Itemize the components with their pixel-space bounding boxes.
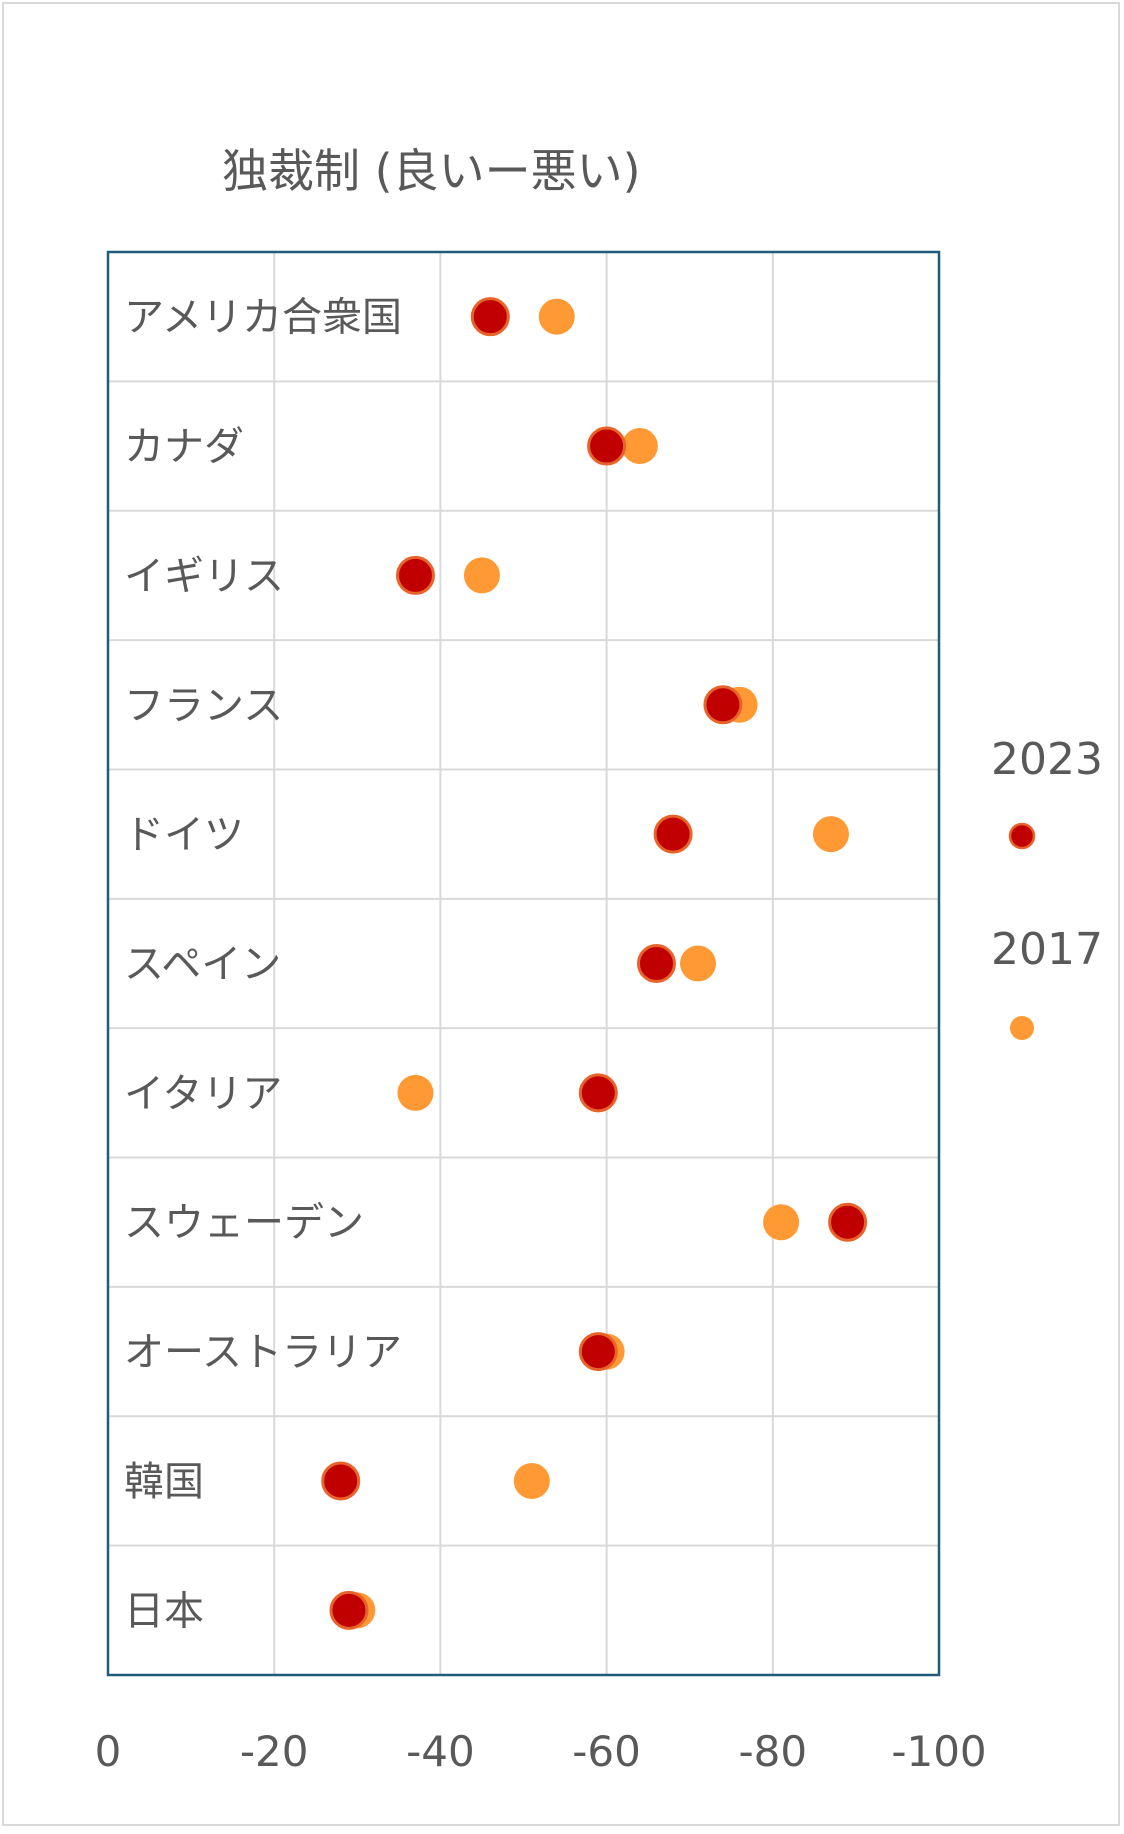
category-label: ドイツ <box>124 812 244 858</box>
marker-2017 <box>763 1204 800 1241</box>
category-label: イギリス <box>124 553 284 599</box>
x-tick-label: -80 <box>738 1727 807 1776</box>
marker-2023 <box>470 297 510 337</box>
marker-2023 <box>703 685 743 725</box>
legend: 2023 2017 <box>991 734 1103 1040</box>
grid-layer <box>106 250 941 1677</box>
marker-2023 <box>653 814 693 854</box>
x-tick-label: -100 <box>891 1727 986 1776</box>
category-label: 日本 <box>124 1588 204 1634</box>
x-tick-label: -60 <box>572 1727 641 1776</box>
marker-2017 <box>621 428 658 465</box>
marker-2017 <box>680 945 717 982</box>
category-label: スウェーデン <box>124 1200 364 1246</box>
marker-2017 <box>812 816 849 853</box>
category-label: イタリア <box>124 1071 282 1117</box>
legend-marker-2017 <box>1010 1016 1034 1040</box>
x-tick-label: 0 <box>95 1727 122 1776</box>
marker-2017 <box>513 1462 550 1499</box>
category-label: フランス <box>124 683 283 729</box>
marker-2023 <box>329 1590 369 1630</box>
chart-svg: 独裁制 (良いー悪い) アメリカ合衆国カナダイギリスフランスドイツスペインイタリ… <box>95 144 1103 1776</box>
data-markers <box>321 297 868 1630</box>
x-axis-ticks: 0 -20 -40 -60 -80 -100 <box>95 1727 987 1776</box>
marker-2023 <box>828 1202 868 1242</box>
marker-2017 <box>463 557 500 594</box>
category-label: アメリカ合衆国 <box>124 295 402 341</box>
plot-border <box>106 250 941 1677</box>
legend-label-2023: 2023 <box>991 734 1103 785</box>
category-label: カナダ <box>124 424 244 470</box>
legend-marker-2023 <box>1008 822 1036 850</box>
marker-2023 <box>636 944 676 983</box>
x-tick-label: -40 <box>406 1727 475 1776</box>
marker-2017 <box>397 1074 434 1111</box>
marker-2023 <box>395 555 435 595</box>
category-label: スペイン <box>124 942 281 988</box>
chart-title: 独裁制 (良いー悪い) <box>222 144 641 198</box>
x-tick-label: -20 <box>240 1727 309 1776</box>
marker-2023 <box>578 1073 618 1113</box>
marker-2023 <box>587 426 627 466</box>
marker-2017 <box>538 298 575 335</box>
category-labels: アメリカ合衆国カナダイギリスフランスドイツスペインイタリアスウェーデンオーストラ… <box>124 295 402 1635</box>
marker-2023 <box>578 1332 618 1372</box>
category-label: 韓国 <box>124 1459 204 1505</box>
category-label: オーストラリア <box>124 1330 402 1376</box>
legend-label-2017: 2017 <box>991 924 1103 975</box>
marker-2023 <box>321 1461 361 1501</box>
